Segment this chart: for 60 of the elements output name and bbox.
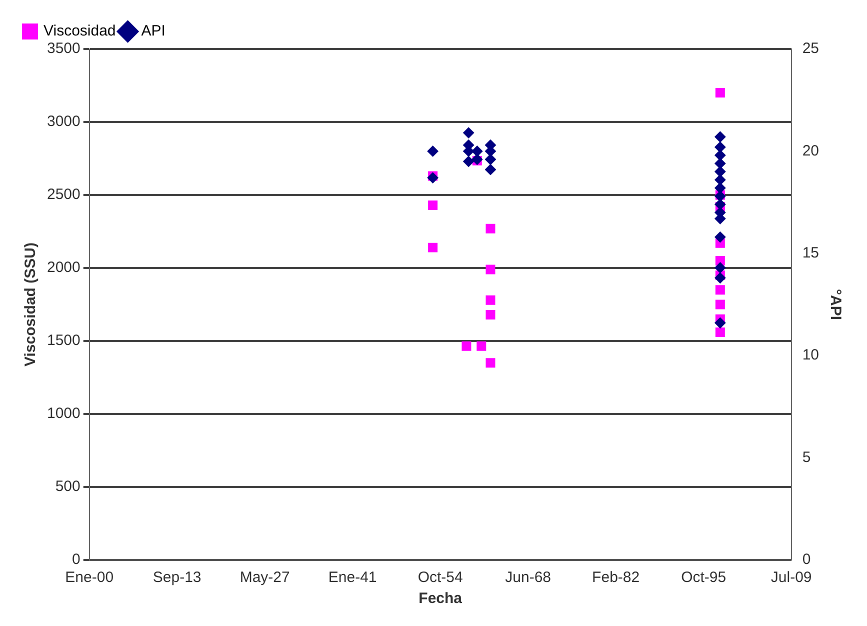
point — [715, 300, 725, 310]
point — [486, 295, 496, 305]
point — [463, 127, 474, 138]
point — [486, 224, 496, 234]
y2-axis-title: °API — [826, 288, 844, 320]
point — [476, 341, 486, 351]
y2-tick-label: 20 — [802, 142, 820, 160]
point — [463, 156, 474, 167]
point — [714, 158, 726, 169]
point — [484, 154, 496, 165]
point — [715, 88, 725, 98]
point — [714, 142, 726, 153]
x-tick-label: Feb-82 — [592, 569, 640, 586]
point — [486, 310, 496, 320]
x-tick-label: Sep-13 — [152, 569, 202, 586]
point — [715, 328, 725, 337]
y-tick-label: 2500 — [46, 186, 80, 204]
point — [427, 172, 438, 184]
point — [714, 198, 726, 210]
y2-tick-label: 15 — [802, 244, 820, 262]
point — [714, 150, 726, 161]
point — [472, 146, 483, 157]
y2-tick-label: 25 — [802, 40, 820, 58]
x-tick-label: Ene-41 — [328, 569, 377, 586]
point — [714, 272, 726, 284]
point — [428, 242, 438, 252]
y2-tick-label: 5 — [802, 448, 811, 466]
legend-label: API — [141, 22, 166, 40]
point — [486, 358, 496, 368]
y-tick-label: 1000 — [46, 405, 80, 422]
point — [715, 285, 725, 295]
y-tick-label: 2000 — [46, 259, 80, 276]
point — [714, 317, 726, 328]
point — [714, 182, 726, 194]
point — [484, 164, 496, 176]
y-tick-label: 500 — [55, 478, 80, 496]
point — [714, 232, 726, 243]
x-axis-title: Fecha — [418, 590, 463, 608]
legend-label: Viscosidad — [44, 22, 116, 40]
point — [714, 131, 726, 142]
x-tick-label: Ene-00 — [65, 569, 114, 586]
y-tick-label: 1500 — [46, 332, 80, 350]
x-tick-label: Oct-95 — [681, 569, 726, 586]
point — [462, 341, 472, 351]
x-tick-label: Oct-54 — [418, 569, 463, 586]
point — [714, 262, 726, 274]
y-tick-label: 3000 — [46, 113, 80, 130]
y-tick-label: 0 — [72, 551, 80, 568]
y-tick-label: 3500 — [46, 40, 80, 58]
point — [427, 146, 438, 157]
y2-tick-label: 0 — [802, 551, 811, 568]
point — [428, 200, 438, 210]
x-tick-label: Jun-68 — [505, 569, 552, 586]
y-axis-title: Viscosidad (SSU) — [22, 242, 40, 366]
y2-tick-label: 10 — [802, 346, 820, 364]
x-tick-label: May-27 — [240, 569, 290, 586]
point — [486, 264, 496, 274]
point — [714, 166, 726, 178]
point — [714, 174, 726, 186]
x-tick-label: Jul-09 — [770, 569, 812, 586]
